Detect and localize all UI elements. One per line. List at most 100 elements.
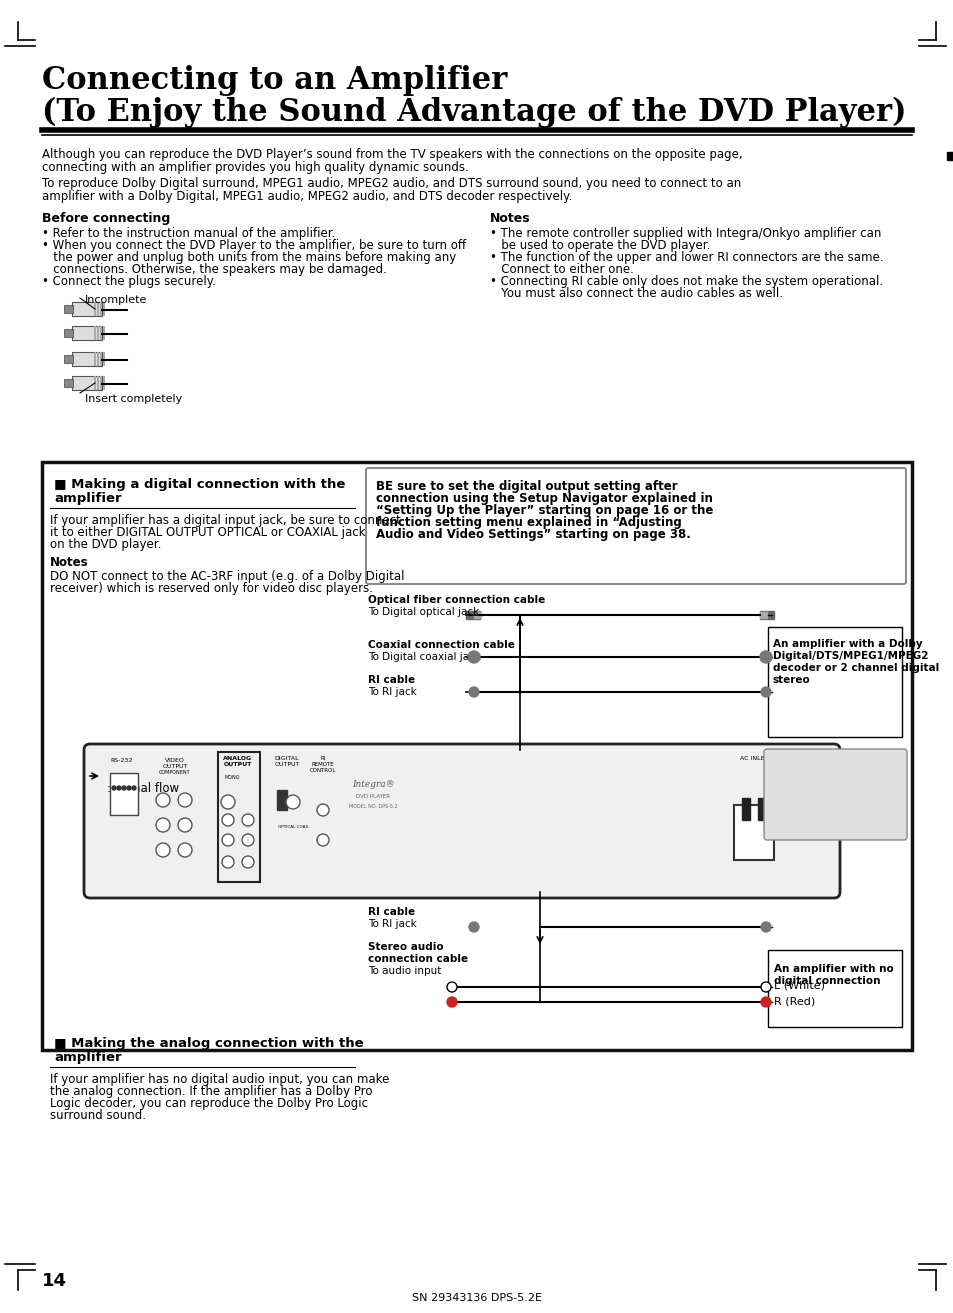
Text: function setting menu explained in “Adjusting: function setting menu explained in “Adju… bbox=[375, 516, 681, 529]
Bar bbox=[465, 611, 479, 618]
Bar bbox=[946, 152, 952, 160]
Text: “Setting Up the Player” starting on page 16 or the: “Setting Up the Player” starting on page… bbox=[375, 504, 713, 517]
Text: Connect to either one.: Connect to either one. bbox=[490, 263, 633, 276]
Text: R (Red): R (Red) bbox=[773, 997, 815, 1006]
Bar bbox=[100, 302, 102, 316]
Circle shape bbox=[178, 818, 192, 832]
Text: OPTICAL COAX.: OPTICAL COAX. bbox=[277, 825, 310, 829]
Circle shape bbox=[122, 786, 126, 790]
Bar bbox=[42, 462, 911, 1050]
Bar bbox=[103, 376, 105, 390]
Circle shape bbox=[447, 997, 456, 1007]
Text: the analog connection. If the amplifier has a Dolby Pro: the analog connection. If the amplifier … bbox=[50, 1085, 372, 1098]
Bar bbox=[103, 352, 105, 366]
Circle shape bbox=[117, 786, 121, 790]
Circle shape bbox=[178, 793, 192, 807]
Bar bbox=[94, 352, 96, 366]
Circle shape bbox=[242, 814, 253, 826]
Text: surround sound.: surround sound. bbox=[50, 1109, 146, 1123]
Text: Stereo audio: Stereo audio bbox=[368, 941, 443, 952]
Text: connecting with an amplifier provides you high quality dynamic sounds.: connecting with an amplifier provides yo… bbox=[42, 161, 468, 175]
Bar bbox=[110, 773, 138, 815]
Text: RI
REMOTE
CONTROL: RI REMOTE CONTROL bbox=[310, 756, 335, 772]
Circle shape bbox=[447, 982, 456, 993]
Bar bbox=[97, 352, 99, 366]
Text: stereo: stereo bbox=[772, 675, 810, 685]
Text: • When you connect the DVD Player to the amplifier, be sure to turn off: • When you connect the DVD Player to the… bbox=[42, 239, 466, 252]
Bar bbox=[94, 376, 96, 390]
Bar bbox=[767, 951, 901, 1027]
Text: DO NOT connect to the AC-3RF input (e.g. of a Dolby Digital: DO NOT connect to the AC-3RF input (e.g.… bbox=[50, 570, 404, 583]
Bar bbox=[64, 305, 73, 312]
Text: Notes: Notes bbox=[490, 211, 530, 225]
Text: ■ Making a digital connection with the: ■ Making a digital connection with the bbox=[54, 478, 345, 491]
Text: To audio input: To audio input bbox=[368, 966, 441, 976]
Circle shape bbox=[222, 834, 233, 846]
Text: • The function of the upper and lower RI connectors are the same.: • The function of the upper and lower RI… bbox=[490, 251, 882, 264]
Text: ■ Making the analog connection with the: ■ Making the analog connection with the bbox=[54, 1037, 363, 1050]
Text: (To Enjoy the Sound Advantage of the DVD Player): (To Enjoy the Sound Advantage of the DVD… bbox=[42, 97, 905, 129]
Bar bbox=[760, 611, 773, 618]
Circle shape bbox=[242, 834, 253, 846]
Text: digital connection: digital connection bbox=[773, 976, 880, 986]
Text: Coaxial connection cable: Coaxial connection cable bbox=[368, 639, 515, 650]
Text: be used to operate the DVD player.: be used to operate the DVD player. bbox=[490, 239, 710, 252]
Text: this time.: this time. bbox=[772, 790, 825, 800]
Circle shape bbox=[760, 922, 770, 932]
Text: the power and unplug both units from the mains before making any: the power and unplug both units from the… bbox=[42, 251, 456, 264]
Text: • Connecting RI cable only does not make the system operational.: • Connecting RI cable only does not make… bbox=[490, 274, 882, 288]
Text: MONO: MONO bbox=[225, 775, 240, 780]
Text: To reproduce Dolby Digital surround, MPEG1 audio, MPEG2 audio, and DTS surround : To reproduce Dolby Digital surround, MPE… bbox=[42, 177, 740, 190]
Bar bbox=[741, 798, 749, 821]
Circle shape bbox=[760, 651, 771, 663]
Text: DO NOT: DO NOT bbox=[772, 765, 821, 776]
Circle shape bbox=[156, 793, 170, 807]
Text: Although you can reproduce the DVD Player’s sound from the TV speakers with the : Although you can reproduce the DVD Playe… bbox=[42, 148, 741, 161]
Circle shape bbox=[286, 794, 299, 809]
Text: Audio and Video Settings” starting on page 38.: Audio and Video Settings” starting on pa… bbox=[375, 528, 690, 541]
FancyBboxPatch shape bbox=[366, 467, 905, 584]
Text: Digital/DTS/MPEG1/MPEG2: Digital/DTS/MPEG1/MPEG2 bbox=[772, 651, 927, 660]
Circle shape bbox=[222, 814, 233, 826]
Bar bbox=[71, 376, 102, 390]
Bar bbox=[71, 352, 102, 366]
Text: Incomplete: Incomplete bbox=[85, 295, 147, 305]
Circle shape bbox=[132, 786, 136, 790]
Bar bbox=[64, 330, 73, 337]
Text: Before connecting: Before connecting bbox=[42, 211, 170, 225]
Text: VIDEO
OUTPUT: VIDEO OUTPUT bbox=[162, 758, 188, 769]
Bar bbox=[758, 798, 765, 821]
Circle shape bbox=[469, 687, 478, 697]
Text: • Connect the plugs securely.: • Connect the plugs securely. bbox=[42, 274, 215, 288]
Circle shape bbox=[156, 843, 170, 857]
Text: amplifier with a Dolby Digital, MPEG1 audio, MPEG2 audio, and DTS decoder respec: amplifier with a Dolby Digital, MPEG1 au… bbox=[42, 190, 572, 204]
Bar bbox=[760, 612, 766, 618]
Circle shape bbox=[221, 794, 234, 809]
Text: • Refer to the instruction manual of the amplifier.: • Refer to the instruction manual of the… bbox=[42, 227, 335, 240]
Text: AC INLET: AC INLET bbox=[739, 756, 767, 762]
Bar bbox=[103, 326, 105, 340]
Circle shape bbox=[178, 843, 192, 857]
Text: Notes: Notes bbox=[50, 555, 89, 569]
Bar bbox=[97, 326, 99, 340]
Circle shape bbox=[127, 786, 131, 790]
FancyBboxPatch shape bbox=[763, 748, 906, 840]
Text: Optical fiber connection cable: Optical fiber connection cable bbox=[368, 595, 545, 605]
Bar bbox=[94, 302, 96, 316]
Text: To Digital coaxial jack: To Digital coaxial jack bbox=[368, 653, 480, 662]
Text: Logic decoder, you can reproduce the Dolby Pro Logic: Logic decoder, you can reproduce the Dol… bbox=[50, 1096, 368, 1109]
Bar bbox=[100, 326, 102, 340]
Text: To Digital optical jack: To Digital optical jack bbox=[368, 607, 478, 617]
Bar bbox=[474, 612, 480, 618]
Bar bbox=[71, 326, 102, 340]
Text: amplifier: amplifier bbox=[54, 1050, 121, 1064]
Text: RI cable: RI cable bbox=[368, 675, 415, 685]
Circle shape bbox=[316, 834, 329, 846]
Circle shape bbox=[242, 856, 253, 868]
Text: DIGITAL
OUTPUT: DIGITAL OUTPUT bbox=[274, 756, 299, 767]
Text: RI cable: RI cable bbox=[368, 907, 415, 916]
Text: 14: 14 bbox=[42, 1272, 67, 1289]
Text: To RI jack: To RI jack bbox=[368, 919, 416, 930]
Text: BE sure to set the digital output setting after: BE sure to set the digital output settin… bbox=[375, 481, 677, 492]
Text: connections. Otherwise, the speakers may be damaged.: connections. Otherwise, the speakers may… bbox=[42, 263, 387, 276]
